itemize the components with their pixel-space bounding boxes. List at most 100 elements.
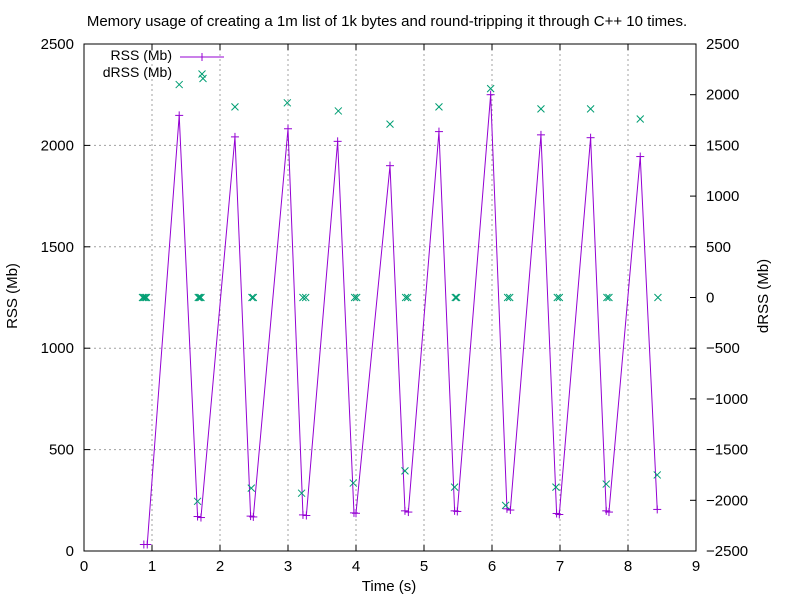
drss-point [301, 293, 310, 302]
y2-tick-label: 1000 [706, 188, 739, 205]
y2-tick-label: −1500 [706, 442, 748, 459]
cross-b [503, 293, 512, 302]
drss-point [503, 293, 512, 302]
y-tick-label: 1000 [41, 340, 74, 357]
drss-point [636, 115, 645, 123]
rss-point [249, 512, 258, 521]
drss-point [139, 293, 148, 302]
y2-tick-label: −2000 [706, 492, 748, 509]
drss-point [231, 103, 239, 111]
rss-point [284, 124, 292, 133]
drss-point [350, 293, 359, 302]
y-axis-title: RSS (Mb) [4, 263, 21, 329]
y-tick-label: 1500 [41, 239, 74, 256]
drss-point [193, 497, 202, 506]
drss-point [401, 293, 410, 302]
x-tick-label: 5 [420, 558, 428, 575]
rss-point [400, 506, 409, 515]
y-tick-label: 500 [49, 442, 74, 459]
x-tick-label: 6 [488, 558, 496, 575]
drss-point [299, 293, 307, 302]
legend-plus-marker [198, 53, 206, 61]
legend-marker-drss [198, 70, 206, 78]
rss-point [230, 132, 239, 141]
drss-point [605, 293, 613, 302]
drss-point [450, 483, 459, 491]
y2-axis-title: dRSS (Mb) [755, 259, 772, 333]
cross-b [553, 293, 562, 302]
y2-tick-label: 500 [706, 239, 731, 256]
drss-point [142, 293, 151, 302]
x-tick-label: 1 [148, 558, 156, 575]
rss-point [586, 133, 595, 142]
drss-point [537, 105, 545, 113]
x-tick-label: 4 [352, 558, 360, 575]
legend-marker-rss [198, 53, 206, 61]
rss-point [302, 511, 311, 520]
cross-b [249, 293, 258, 302]
cross-b [198, 70, 206, 78]
rss-point [434, 127, 443, 136]
cross-b [195, 293, 204, 302]
cross-b [450, 483, 459, 491]
rss-point [604, 508, 613, 517]
rss-point [333, 137, 342, 146]
drss-point [653, 471, 662, 479]
drss-point [505, 293, 514, 302]
drss-point [283, 98, 292, 107]
rss-point [536, 130, 545, 139]
legend-cross-marker [198, 70, 206, 78]
drss-point [141, 293, 150, 302]
cross-b [586, 105, 595, 113]
cross-b [653, 471, 662, 479]
drss-point [555, 293, 564, 302]
cross-b [299, 293, 307, 302]
drss-point [553, 293, 562, 302]
rss-point [196, 513, 205, 522]
y-tick-label: 2000 [41, 137, 74, 154]
tick-layer: 0 1 2 3 4 5 6 7 8 9 0 500 1000 1500 2000 2500 −2500 −2000… [41, 36, 749, 575]
cross-b [301, 293, 310, 302]
cross-b [139, 293, 148, 302]
drss-point [603, 293, 611, 302]
legend-label-drss: dRSS (Mb) [103, 64, 172, 80]
drss-point [403, 293, 412, 302]
drss-point [386, 120, 394, 128]
rss-point [175, 111, 184, 120]
cross-b [401, 293, 410, 302]
drss-point [199, 74, 207, 83]
drss-point [452, 293, 461, 302]
cross-b [537, 105, 545, 113]
cross-b [231, 103, 239, 111]
y2-tick-label: 2000 [706, 87, 739, 104]
cross-b [602, 480, 611, 488]
cross-b [199, 74, 207, 83]
rss-point [653, 505, 662, 514]
drss-point [247, 484, 256, 492]
rss-point [506, 506, 515, 515]
cross-b [297, 489, 306, 498]
cross-b [349, 479, 358, 487]
cross-b [334, 107, 343, 115]
drss-point [352, 293, 361, 302]
y-tick-label: 0 [66, 543, 74, 560]
cross-b [403, 293, 412, 302]
cross-b [141, 293, 150, 302]
drss-point [249, 293, 258, 302]
rss-point [636, 152, 645, 161]
y2-tick-label: 1500 [706, 137, 739, 154]
rss-point [193, 512, 202, 521]
y2-tick-label: 2500 [706, 36, 739, 53]
drss-point [602, 480, 611, 488]
cross-b [283, 98, 292, 107]
rss-point [404, 508, 413, 517]
rss-point [486, 90, 495, 99]
cross-b [452, 293, 461, 302]
drss-point [435, 103, 443, 111]
x-tick-label: 7 [556, 558, 564, 575]
y-tick-label: 2500 [41, 36, 74, 53]
rss-point [352, 509, 360, 518]
drss-point [451, 293, 460, 302]
